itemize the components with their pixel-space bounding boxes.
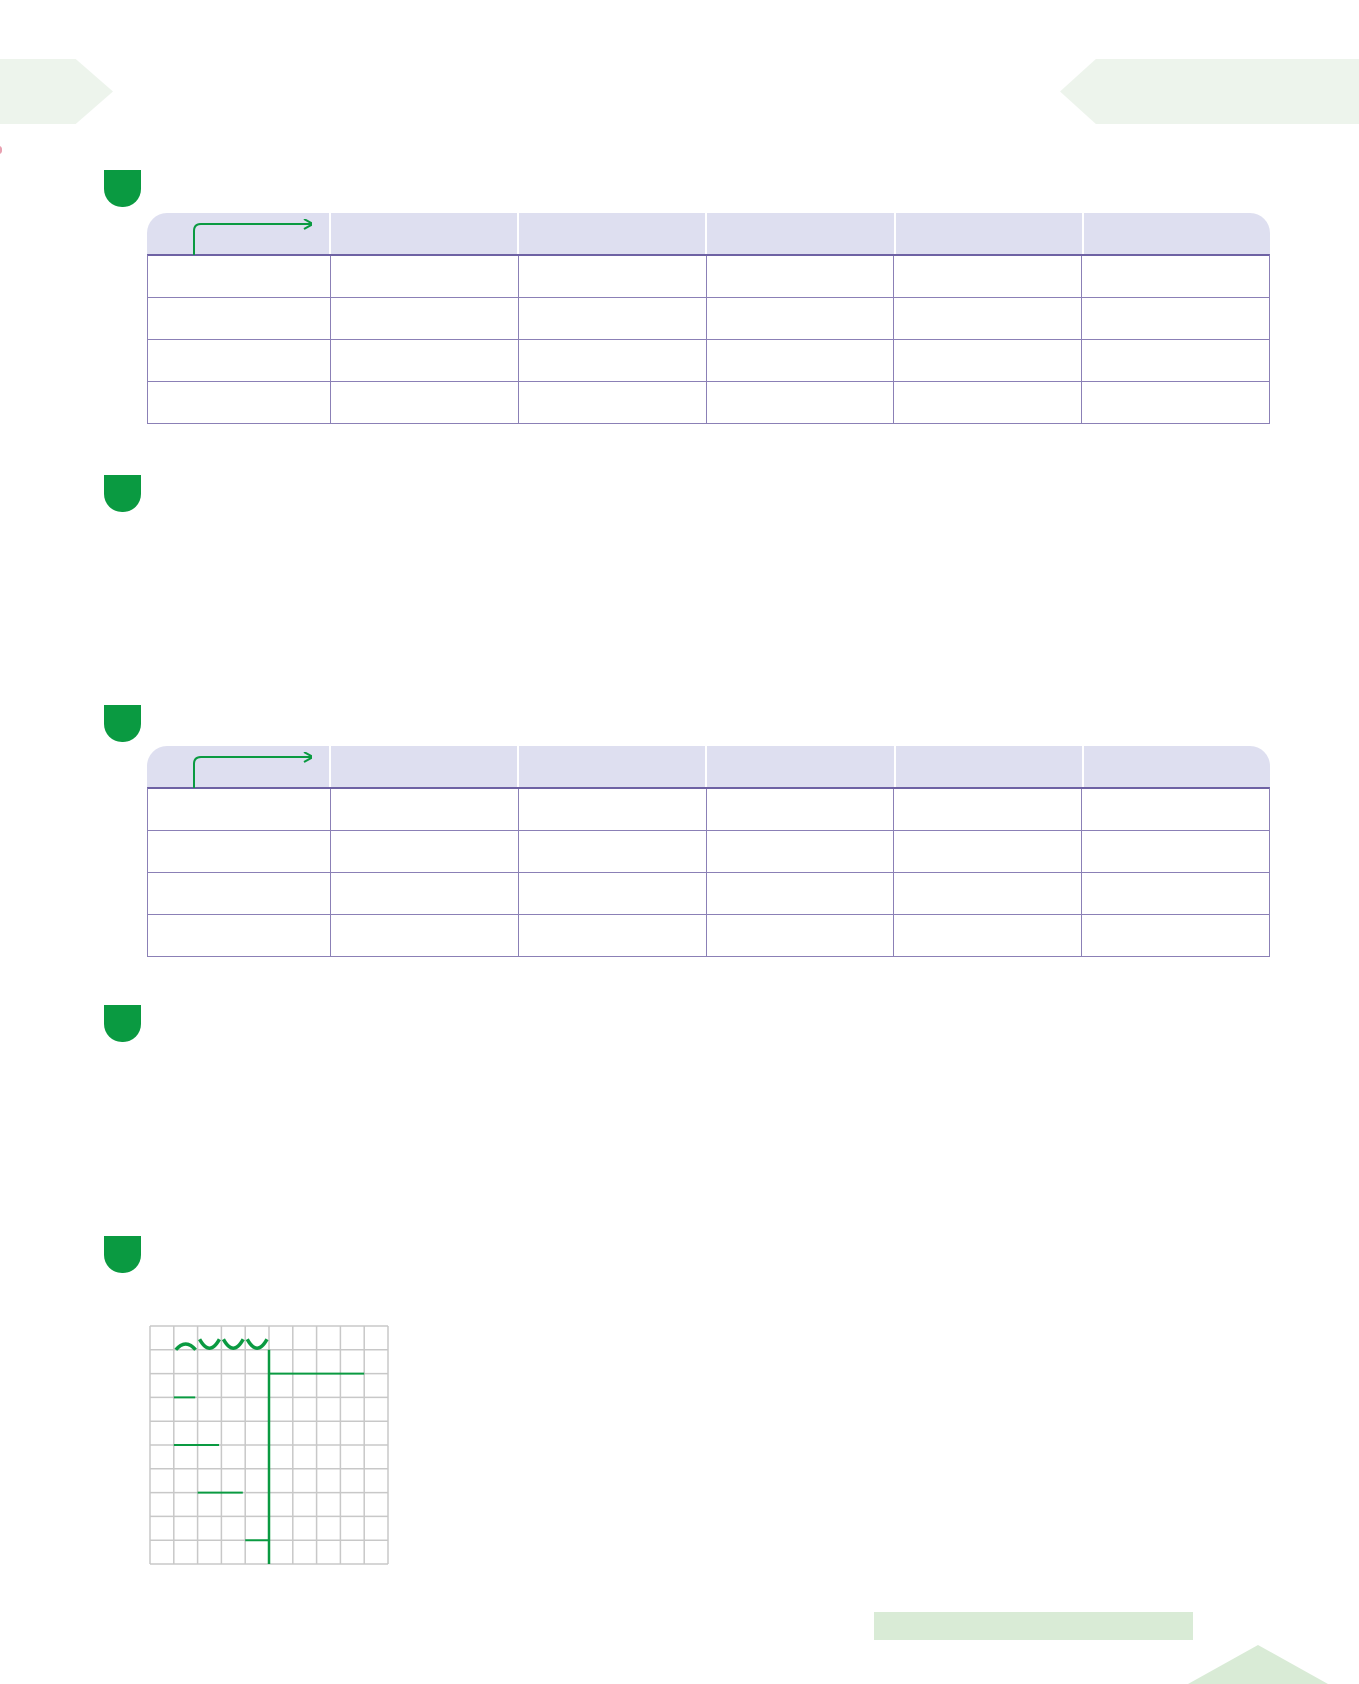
footer-corner-triangle (1188, 1645, 1328, 1684)
table-body (147, 787, 1270, 957)
table-cell[interactable] (893, 298, 1081, 339)
grid-drawing (149, 1325, 389, 1565)
table-cell[interactable] (330, 382, 518, 423)
table-cell[interactable] (517, 298, 706, 339)
table-cell[interactable] (893, 340, 1081, 381)
header-banner-left (0, 59, 113, 124)
table-row (148, 872, 1269, 914)
table-row (148, 914, 1269, 956)
table-cell[interactable] (330, 915, 518, 956)
header-cell (517, 746, 705, 787)
header-cell (329, 746, 517, 787)
header-cell (517, 213, 705, 254)
header-cell (329, 213, 517, 254)
header-cell (893, 746, 1082, 787)
answer-table-1 (147, 213, 1270, 424)
table-cell[interactable] (517, 915, 706, 956)
table-header (147, 213, 1270, 255)
arc-mark (174, 1342, 197, 1351)
table-cell[interactable] (1081, 873, 1269, 914)
table-cell[interactable] (1081, 789, 1269, 830)
table-row (148, 256, 1269, 297)
table-cell[interactable] (705, 382, 894, 423)
table-cell[interactable] (517, 831, 706, 872)
table-row (148, 339, 1269, 381)
table-cell[interactable] (893, 256, 1081, 297)
table-cell[interactable] (148, 298, 330, 339)
table-cell[interactable] (148, 915, 330, 956)
table-cell[interactable] (893, 789, 1081, 830)
table-cell[interactable] (705, 256, 894, 297)
corner-arrow-icon (193, 752, 312, 788)
section-marker-4 (104, 1005, 141, 1042)
table-cell[interactable] (1081, 256, 1269, 297)
header-cell (1081, 213, 1270, 254)
arc-mark (198, 1338, 221, 1350)
table-cell[interactable] (705, 789, 894, 830)
table-cell[interactable] (517, 382, 706, 423)
table-cell[interactable] (148, 873, 330, 914)
table-cell[interactable] (148, 382, 330, 423)
table-cell[interactable] (705, 873, 894, 914)
header-cell (705, 746, 893, 787)
table-cell[interactable] (148, 789, 330, 830)
section-marker-2 (104, 475, 141, 512)
table-cell[interactable] (1081, 831, 1269, 872)
section-marker-1 (104, 170, 141, 207)
table-cell[interactable] (330, 256, 518, 297)
table-header (147, 746, 1270, 788)
table-cell[interactable] (893, 915, 1081, 956)
header-cell (893, 213, 1082, 254)
arc-mark (245, 1338, 269, 1350)
table-cell[interactable] (893, 831, 1081, 872)
table-cell[interactable] (330, 340, 518, 381)
table-cell[interactable] (517, 340, 706, 381)
table-cell[interactable] (517, 873, 706, 914)
table-cell[interactable] (705, 831, 894, 872)
table-cell[interactable] (330, 789, 518, 830)
table-cell[interactable] (517, 256, 706, 297)
footer-bar (874, 1612, 1193, 1640)
table-cell[interactable] (330, 831, 518, 872)
table-cell[interactable] (1081, 340, 1269, 381)
table-cell[interactable] (148, 256, 330, 297)
answer-table-2 (147, 746, 1270, 957)
arc-mark (221, 1338, 245, 1350)
section-marker-3 (104, 705, 141, 742)
table-cell[interactable] (517, 789, 706, 830)
table-cell[interactable] (1081, 382, 1269, 423)
table-cell[interactable] (148, 831, 330, 872)
table-row (148, 789, 1269, 830)
table-cell[interactable] (705, 340, 894, 381)
table-body (147, 254, 1270, 424)
table-cell[interactable] (148, 340, 330, 381)
table-cell[interactable] (330, 298, 518, 339)
header-cell (705, 213, 893, 254)
table-cell[interactable] (1081, 298, 1269, 339)
header-banner-right (1060, 59, 1359, 124)
table-row (148, 830, 1269, 872)
table-row (148, 297, 1269, 339)
table-cell[interactable] (330, 873, 518, 914)
table-cell[interactable] (1081, 915, 1269, 956)
table-cell[interactable] (893, 382, 1081, 423)
table-cell[interactable] (893, 873, 1081, 914)
corner-arrow-icon (193, 219, 312, 255)
header-cell (1081, 746, 1270, 787)
table-cell[interactable] (705, 915, 894, 956)
margin-mark (0, 146, 2, 154)
table-row (148, 381, 1269, 423)
table-cell[interactable] (705, 298, 894, 339)
section-marker-5 (104, 1236, 141, 1273)
